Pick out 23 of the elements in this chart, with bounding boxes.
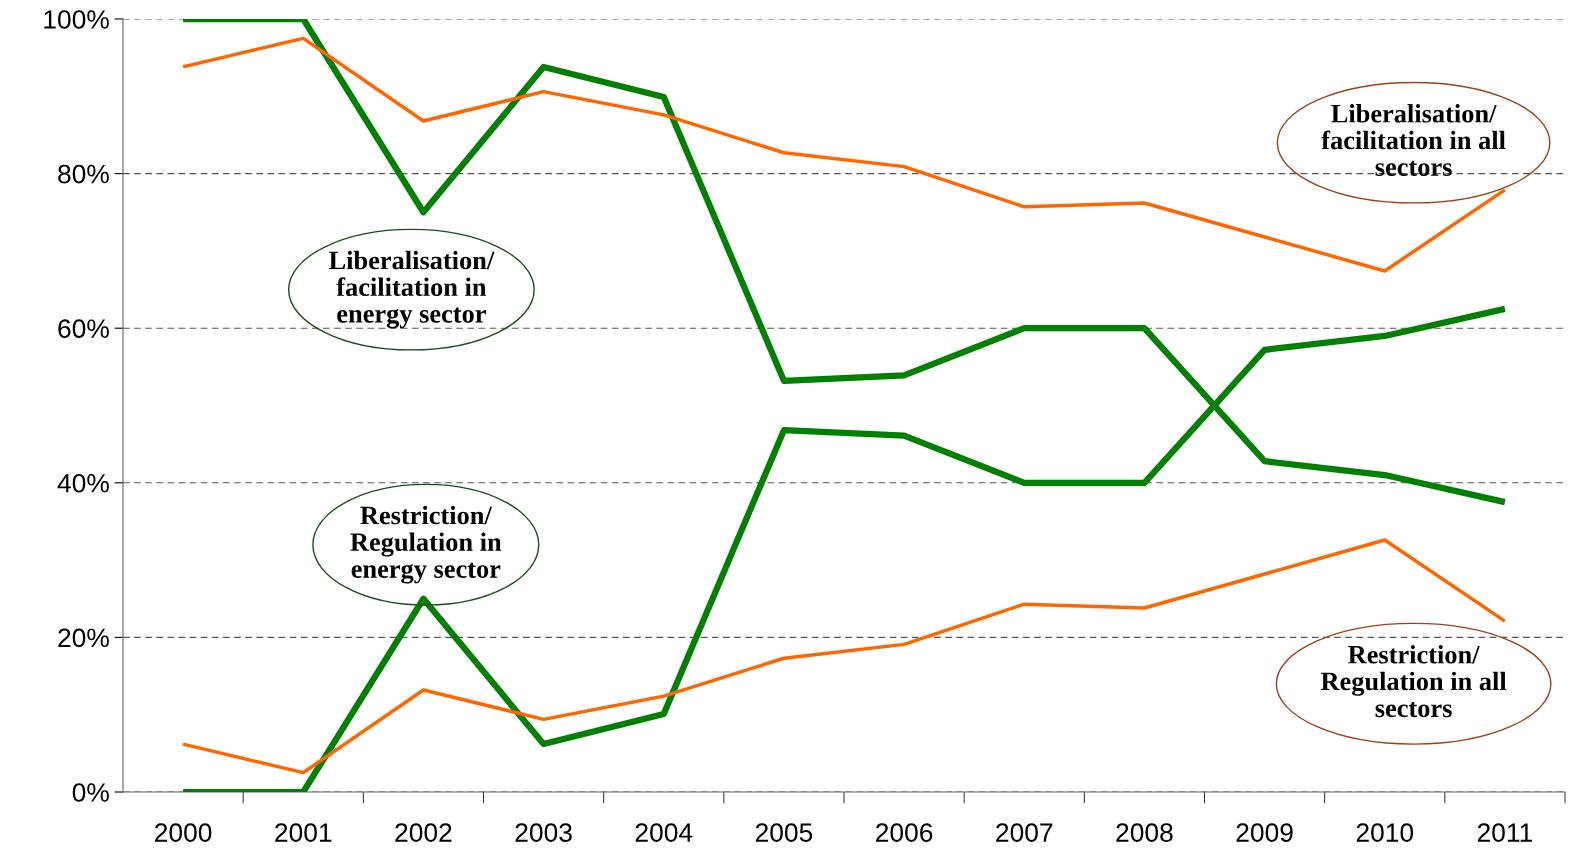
x-tick-label: 2001 xyxy=(275,823,332,842)
y-tick-label: 80% xyxy=(58,164,109,184)
series-label: Liberalisation/ facilitation in all sectors xyxy=(1321,104,1506,176)
x-tick-label: 2007 xyxy=(996,823,1053,842)
text: Liberalisation/ facilitation in energy sector xyxy=(329,250,495,329)
x-tick-label: 2004 xyxy=(635,823,693,842)
x-tick-label: 2003 xyxy=(515,823,572,842)
x-tick-label: 2008 xyxy=(1116,823,1173,842)
y-tick-label: 40% xyxy=(57,473,109,493)
y-tick-label: 60% xyxy=(58,319,109,339)
y-tick-label: 0% xyxy=(72,783,109,802)
y-tick-label: 20% xyxy=(58,628,109,648)
x-tick-label: 2002 xyxy=(395,823,452,842)
x-tick-label: 2000 xyxy=(155,823,212,842)
text: Restriction/ Regulation in energy sector xyxy=(350,505,502,584)
series-label: Restriction/ Regulation in all sectors xyxy=(1320,645,1507,718)
x-tick-label: 2009 xyxy=(1236,823,1293,842)
line-series xyxy=(181,36,1507,273)
x-tick-label: 2011 xyxy=(1477,823,1533,842)
x-tick-label: 2010 xyxy=(1356,823,1414,842)
x-tick-label: 2005 xyxy=(755,823,813,842)
y-tick-label: 100% xyxy=(44,10,109,29)
x-tick-label: 2006 xyxy=(876,823,933,842)
